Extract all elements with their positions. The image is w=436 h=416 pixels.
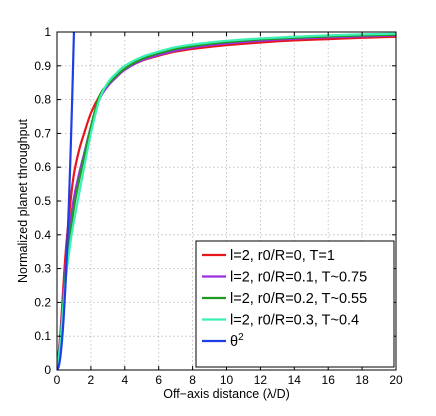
x-tick-label: 10 <box>220 373 234 387</box>
y-tick-label: 0.1 <box>34 329 51 343</box>
y-tick-label: 0.9 <box>34 59 51 73</box>
x-tick-label: 14 <box>288 373 302 387</box>
x-tick-label: 12 <box>254 373 268 387</box>
legend-label-superscript: 2 <box>238 332 244 343</box>
y-tick-label: 0.2 <box>34 295 51 309</box>
y-tick-label: 0.6 <box>34 160 51 174</box>
legend: l=2, r0/R=0, T=1 l=2, r0/R=0.1, T~0.75 l=2… <box>195 240 395 368</box>
x-tick-label: 0 <box>54 373 61 387</box>
y-tick-label: 0.3 <box>34 262 51 276</box>
series-line-2 <box>57 34 396 370</box>
axis-ticks: 0 2 4 6 8 10 12 14 16 18 2000.10.20.30.40.50.60.70… <box>34 25 403 387</box>
legend-label-1: l=2, r0/R=0, T=1 <box>230 248 335 264</box>
x-tick-label: 16 <box>322 373 336 387</box>
y-tick-label: 0.4 <box>34 228 51 242</box>
x-tick-label: 2 <box>88 373 95 387</box>
legend-box <box>195 240 395 368</box>
y-tick-label: 0 <box>44 363 51 377</box>
y-tick-label: 0.5 <box>34 194 51 208</box>
y-tick-label: 0.7 <box>34 126 51 140</box>
y-tick-label: 0.8 <box>34 93 51 107</box>
series-lines <box>57 32 396 370</box>
legend-label-3: l=2, r0/R=0.2, T~0.55 <box>230 291 367 307</box>
x-axis-title: Off−axis distance (λ/D) <box>163 387 290 401</box>
x-tick-label: 18 <box>355 373 369 387</box>
x-tick-label: 20 <box>389 373 403 387</box>
grid <box>57 32 396 370</box>
legend-label-2: l=2, r0/R=0.1, T~0.75 <box>230 270 367 286</box>
series-line-5 <box>57 32 76 370</box>
x-tick-label: 6 <box>155 373 162 387</box>
y-axis-title: Normalized planet throughput <box>16 118 30 283</box>
legend-label-4: l=2, r0/R=0.3, T~0.4 <box>230 313 359 329</box>
x-tick-label: 4 <box>121 373 128 387</box>
series-line-4 <box>57 32 396 370</box>
x-tick-label: 8 <box>189 373 196 387</box>
y-tick-label: 1 <box>44 25 51 39</box>
